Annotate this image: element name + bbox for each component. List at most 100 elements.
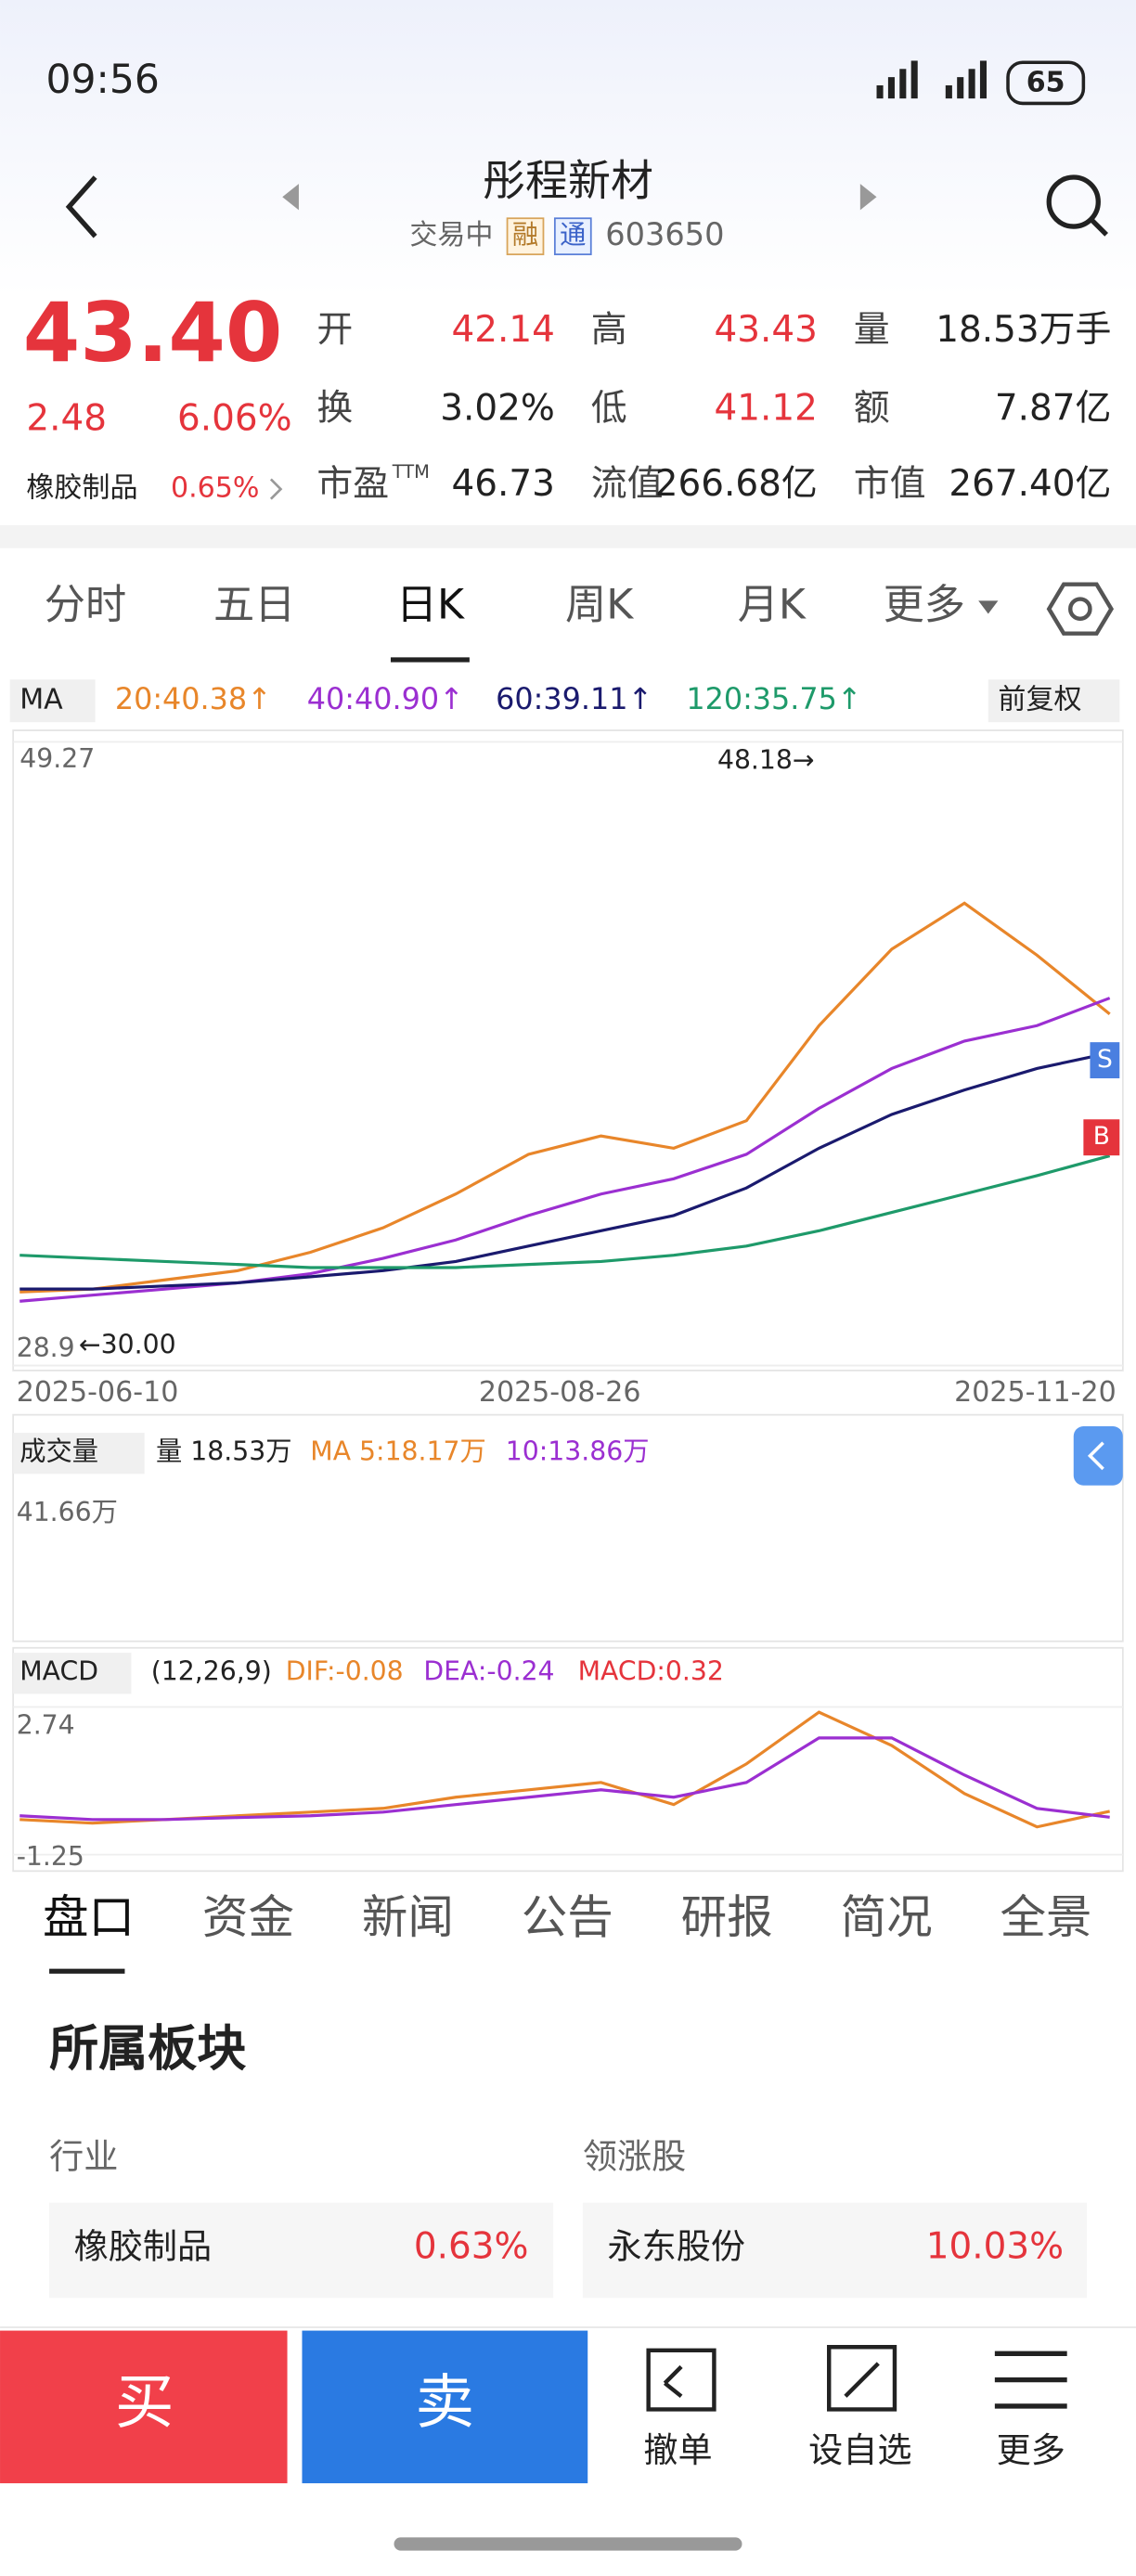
next-stock[interactable] (859, 184, 877, 211)
vol-box[interactable] (13, 1433, 145, 1475)
tag-box (506, 217, 545, 256)
tag-box (553, 217, 592, 256)
chart-tab[interactable]: 月K (738, 581, 807, 628)
buy[interactable]: 买 (115, 2369, 174, 2438)
chart-tab[interactable]: 更多 (884, 581, 965, 628)
field-sup: TTM (392, 461, 430, 483)
card[interactable] (582, 2202, 1087, 2299)
date-label: 2025-06-10 (17, 1376, 179, 1409)
line (19, 901, 1111, 1294)
tag: 融 (512, 220, 538, 251)
marker: B (1093, 1122, 1110, 1151)
field-value: 18.53万手 (936, 309, 1111, 351)
macd-selector[interactable]: MACD (19, 1655, 98, 1686)
info-tab[interactable]: 新闻 (362, 1890, 454, 1944)
y-tick-label: 28.9 (17, 1333, 75, 1363)
kline-frame (12, 729, 1124, 1372)
settings[interactable] (1046, 582, 1115, 636)
line (19, 1710, 1111, 1829)
y-tick-label: -1.25 (17, 1841, 84, 1872)
price: 43.40 (23, 285, 283, 380)
info-tabs: 盘口 资金 新闻 公告 研报 简况 全景 (43, 1890, 1092, 1944)
chart-tab[interactable]: 五日 (213, 581, 295, 628)
adjust-box[interactable] (988, 679, 1120, 723)
adjust[interactable]: 前复权 (998, 684, 1081, 716)
collapse-icon (1087, 1441, 1104, 1471)
cancel[interactable]: 撤单 (643, 2430, 712, 2470)
date-label: 2025-11-20 (954, 1376, 1117, 1409)
more[interactable]: 更多 (997, 2430, 1065, 2470)
field-value: 42.14 (451, 309, 554, 351)
marker-bg (1090, 1042, 1120, 1079)
macd-dif: DIF:-0.08 (286, 1655, 404, 1686)
field-label: 量 (854, 309, 890, 351)
info-tab[interactable]: 研报 (681, 1890, 773, 1944)
dropdown (978, 600, 999, 614)
prev-stock[interactable] (282, 184, 299, 211)
macd: 2.74 -1.25 (13, 1706, 1123, 1872)
collapse[interactable] (1073, 1426, 1123, 1486)
vol-current: 量 18.53万 (156, 1436, 292, 1466)
more-icon (994, 2351, 1067, 2409)
code: 603650 (605, 216, 724, 252)
chart-tabs: 分时 五日 日K 周K 月K 更多 (45, 581, 965, 628)
label: 行业 (49, 2136, 118, 2176)
line (19, 1051, 1111, 1291)
card[interactable] (49, 2202, 554, 2299)
cancel-icon (646, 2348, 716, 2412)
macd-value: MACD:0.32 (578, 1655, 724, 1686)
field-value: 43.43 (714, 309, 817, 351)
info-tab[interactable]: 公告 (522, 1890, 613, 1944)
home-indicator (394, 2537, 742, 2551)
stock-name: 彤程新材 (483, 156, 653, 206)
legend-entry: 120:35.75↑ (686, 681, 861, 716)
watch-icon (827, 2345, 897, 2412)
vol-top: 41.66万 (17, 1497, 118, 1527)
macd-box[interactable] (13, 1653, 132, 1694)
ma-box[interactable] (9, 679, 96, 723)
field-value: 267.40亿 (949, 463, 1111, 505)
info-tab[interactable]: 盘口 (43, 1890, 135, 1944)
chevron[interactable] (269, 478, 283, 500)
field-label: 高 (591, 309, 627, 351)
ma-selector[interactable]: MA (19, 684, 63, 716)
settings-dot (1068, 597, 1092, 622)
chart-tab[interactable]: 日K (396, 581, 465, 628)
leader-pct: 10.03% (926, 2226, 1064, 2268)
watch[interactable]: 设自选 (808, 2430, 911, 2470)
back[interactable] (65, 175, 97, 238)
search-handle (1090, 218, 1109, 237)
vol-ma10: 10:13.86万 (506, 1436, 650, 1466)
field-value: 41.12 (714, 388, 817, 430)
info-tab[interactable]: 全景 (1000, 1890, 1092, 1944)
field-label: 开 (316, 309, 353, 351)
info-tab[interactable]: 资金 (202, 1890, 294, 1944)
macd-params: (12,26,9) (151, 1655, 272, 1686)
marker-bg (1083, 1119, 1120, 1156)
buy-button[interactable] (0, 2330, 288, 2484)
macd-frame (12, 1646, 1124, 1873)
sector-pct: 0.65% (171, 472, 259, 505)
sell-button[interactable] (302, 2330, 588, 2484)
field-label: 流值 (591, 463, 664, 505)
field-value: 7.87亿 (995, 388, 1112, 430)
label: 领涨股 (583, 2136, 686, 2176)
max-note: 48.18→ (717, 745, 815, 776)
macd-dea: DEA:-0.24 (423, 1655, 554, 1686)
signal (876, 60, 988, 99)
industry-pct: 0.63% (414, 2226, 529, 2268)
line (19, 1153, 1111, 1269)
volume-frame (12, 1413, 1124, 1642)
chart-tab[interactable]: 周K (565, 581, 634, 628)
sell[interactable]: 卖 (416, 2369, 475, 2438)
vol-selector[interactable]: 成交量 (19, 1436, 98, 1466)
search[interactable] (1046, 174, 1101, 229)
battery-level: 65 (1026, 67, 1065, 99)
chart-tab[interactable]: 分时 (45, 581, 126, 628)
field-value: 266.68亿 (655, 463, 818, 505)
field-value: 46.73 (451, 463, 554, 505)
info-tab[interactable]: 简况 (841, 1890, 933, 1944)
